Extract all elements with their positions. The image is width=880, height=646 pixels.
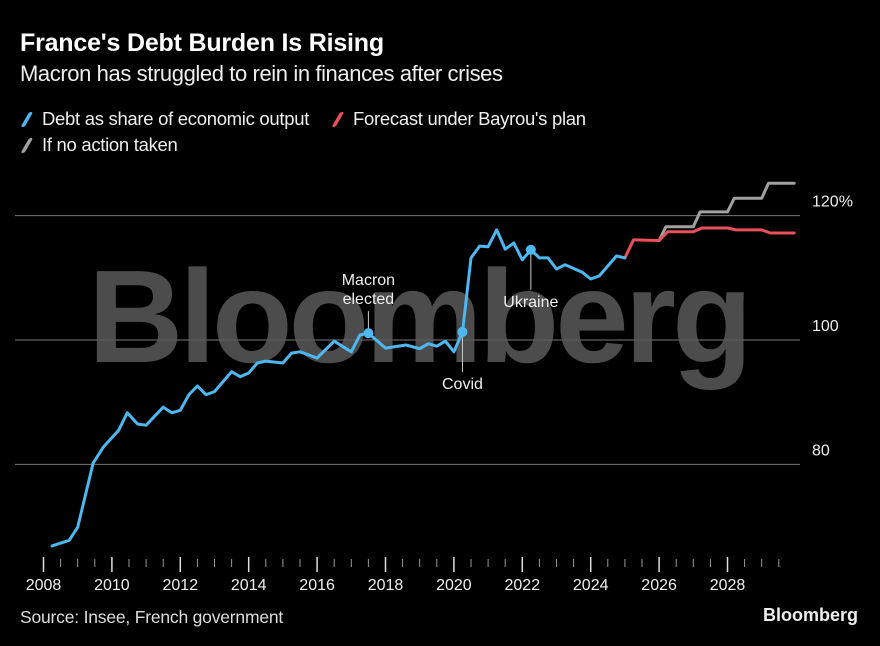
x-tick-label: 2016 <box>299 577 335 594</box>
watermark-logo: Bloomberg <box>88 243 749 390</box>
series-line-2 <box>657 181 796 242</box>
x-tick-label: 2024 <box>573 577 609 594</box>
legend-item-forecast: Forecast under Bayrou's plan <box>331 106 586 132</box>
brand-logo: Bloomberg <box>762 605 858 625</box>
annotation-marker <box>457 326 468 337</box>
source-note: Source: Insee, French government <box>20 607 284 627</box>
legend-item-no-action: If no action taken <box>20 132 178 158</box>
chart-subtitle: Macron has struggled to rein in finances… <box>20 61 503 86</box>
x-tick-label: 2022 <box>505 577 541 594</box>
legend: Debt as share of economic output Forecast… <box>20 106 740 158</box>
annotation-marker <box>525 244 536 255</box>
annotation-marker <box>363 328 374 339</box>
chart-title: France's Debt Burden Is Rising <box>20 29 384 57</box>
annotation-label: Ukraine <box>503 294 558 311</box>
x-tick-label: 2028 <box>710 577 746 594</box>
y-tick-label: 120% <box>812 194 853 211</box>
x-tick-label: 2010 <box>94 577 130 594</box>
x-tick-label: 2012 <box>163 577 199 594</box>
legend-item-debt: Debt as share of economic output <box>20 106 309 132</box>
y-tick-label: 80 <box>812 442 830 459</box>
series-line-1 <box>623 226 796 260</box>
annotation-label: elected <box>343 291 395 308</box>
x-tick-label: 2018 <box>368 577 404 594</box>
legend-label: Debt as share of economic output <box>42 108 310 129</box>
y-tick-label: 100 <box>812 318 839 335</box>
legend-label: Forecast under Bayrou's plan <box>353 108 586 129</box>
x-tick-label: 2008 <box>26 577 62 594</box>
legend-label: If no action taken <box>42 134 178 155</box>
annotation-label: Covid <box>442 376 483 393</box>
x-tick-label: 2014 <box>231 577 267 594</box>
x-tick-label: 2020 <box>436 577 472 594</box>
annotation-label: Macron <box>342 272 395 289</box>
x-tick-label: 2026 <box>641 577 677 594</box>
